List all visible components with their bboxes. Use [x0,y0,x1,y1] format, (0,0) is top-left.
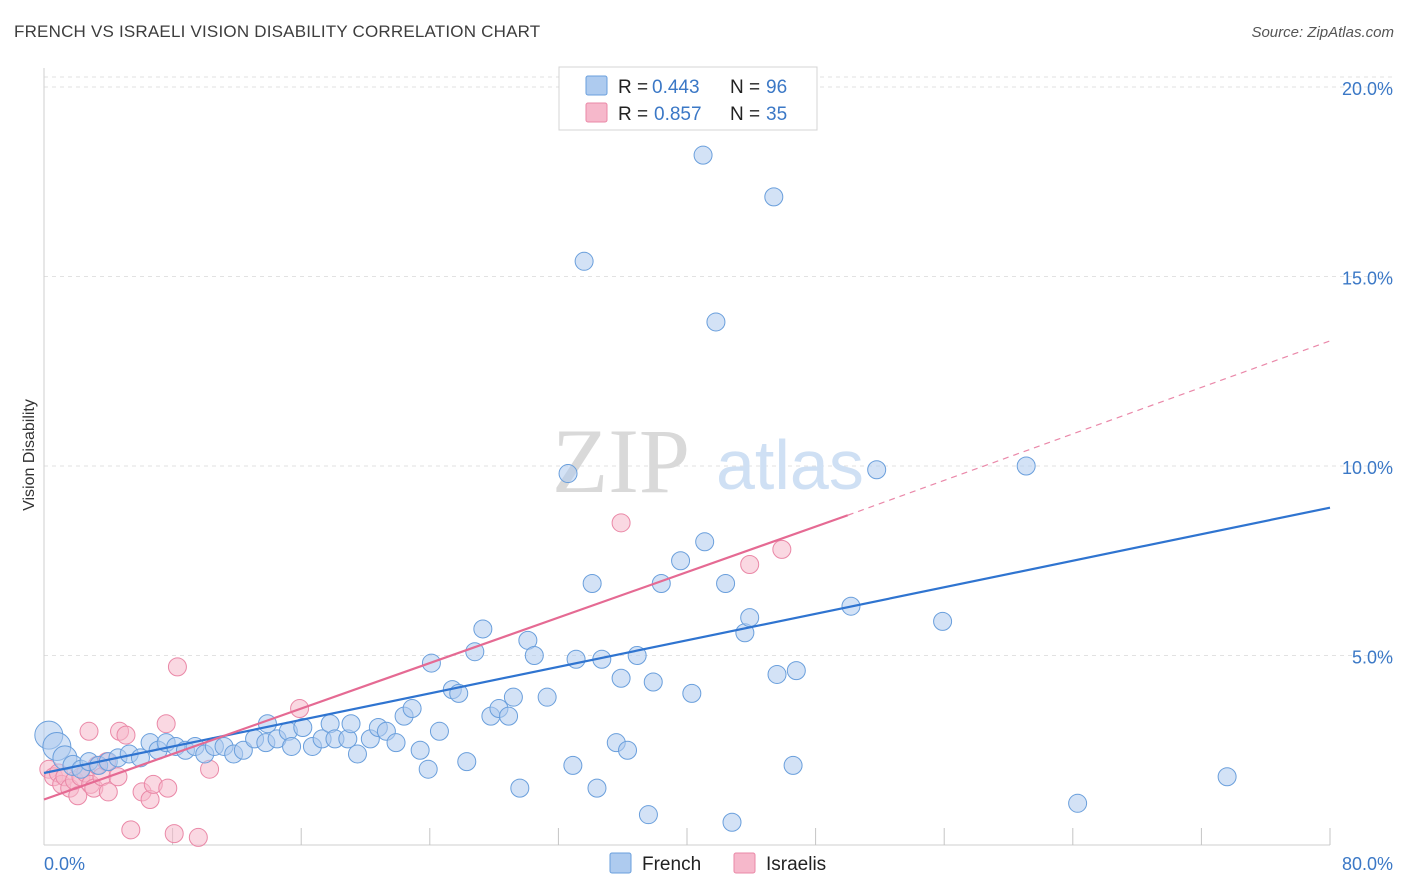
legend-french-swatch [585,75,608,96]
tick-labels: 5.0% 10.0% 15.0% 20.0% 0.0% 80.0% [44,79,1393,874]
french-point [643,672,663,692]
source-credit: Source: ZipAtlas.com [1251,24,1394,41]
legend-israeli-r-value: 0.857 [654,104,702,125]
french-point [233,740,253,760]
french-point [418,759,438,779]
legend-french-r-label: R = [618,77,648,98]
israeli-trend-line-extension [847,340,1331,516]
french-point [429,721,449,741]
trend-lines [43,340,1331,801]
legend-french-n-value: 96 [766,77,787,98]
bottom-legend-french-swatch [609,852,632,874]
y-tick-label: 5.0% [1352,647,1393,667]
israeli-point [164,824,184,844]
legend-israeli-n-value: 35 [766,104,787,125]
french-point [510,778,530,798]
french-point [611,668,631,688]
french-point [282,736,302,756]
legend-french-r-value: 0.443 [652,77,700,98]
french-point [867,460,887,480]
watermark-zip: ZIP [552,410,690,512]
y-tick-label: 20.0% [1342,79,1393,99]
x-tick-label: 80.0% [1342,854,1393,874]
israeli-point [188,827,208,847]
french-point [503,687,523,707]
french-point [537,687,557,707]
israeli-trend-line [43,514,849,801]
french-point [410,740,430,760]
french-point [783,755,803,775]
israeli-point [98,782,118,802]
israeli-point [158,778,178,798]
french-point [587,778,607,798]
french-point [582,573,602,593]
french-point [671,551,691,571]
french-point [574,251,594,271]
french-point [1217,767,1237,787]
french-point [558,464,578,484]
french-point [524,645,544,665]
bottom-legend-israeli-label: Israelis [766,854,826,875]
french-point [1068,793,1088,813]
french-trend-line [43,506,1331,775]
y-tick-label: 10.0% [1342,458,1393,478]
french-point [386,733,406,753]
french-point [682,683,702,703]
watermark-atlas: atlas [716,426,864,504]
israeli-point [156,714,176,734]
top-legend: R = 0.443 N = 96 R = 0.857 N = 35 [558,66,818,131]
french-point [740,608,760,628]
bottom-legend: French Israelis [609,852,826,875]
legend-israeli-n-label: N = [730,104,760,125]
french-point [457,752,477,772]
french-point [618,740,638,760]
legend-israeli-swatch [585,102,608,123]
legend-french-n-label: N = [730,77,760,98]
y-tick-label: 15.0% [1342,268,1393,288]
french-point [465,642,485,662]
french-point [402,699,422,719]
french-point [716,573,736,593]
israeli-point [740,555,760,575]
bottom-legend-french-label: French [642,854,701,875]
israeli-point [121,820,141,840]
israeli-point [79,721,99,741]
french-point [341,714,361,734]
chart-title: FRENCH VS ISRAELI VISION DISABILITY CORR… [14,22,541,41]
french-point [767,664,787,684]
french-point [563,755,583,775]
israeli-point [772,539,792,559]
gridlines [44,76,1392,656]
french-point [1016,456,1036,476]
x-tick-label: 0.0% [44,854,85,874]
french-point [499,706,519,726]
french-point [933,611,953,631]
bottom-legend-israeli-swatch [733,852,756,874]
watermark: ZIP atlas [552,410,864,512]
french-point [706,312,726,332]
israeli-point [611,513,631,533]
french-point [473,619,493,639]
israeli-point [116,725,136,745]
legend-israeli-r-label: R = [618,104,648,125]
french-point [693,145,713,165]
french-point [786,661,806,681]
french-point [764,187,784,207]
french-point [722,812,742,832]
french-point [638,805,658,825]
israeli-point [167,657,187,677]
french-point [695,532,715,552]
french-point [347,744,367,764]
